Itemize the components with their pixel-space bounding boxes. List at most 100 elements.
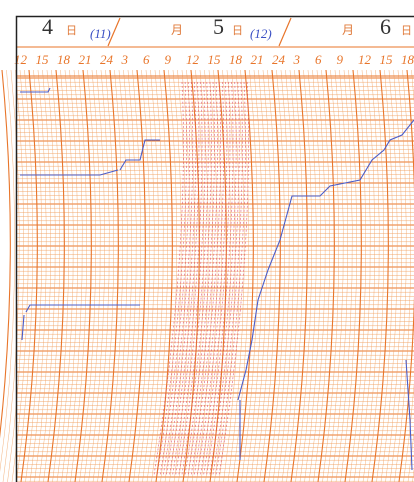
grid-arc [322, 69, 340, 482]
grid-arc [187, 69, 205, 482]
pen-trace-red [178, 81, 209, 476]
grid-arc [281, 69, 299, 482]
grid-arc [290, 69, 308, 482]
grid-arc [308, 69, 326, 482]
hour-tick-label: 18 [57, 52, 71, 67]
pen-trace-red [190, 81, 221, 476]
grid-arc [299, 69, 317, 482]
hour-tick-label: 15 [36, 52, 50, 67]
grid-arc [250, 69, 268, 482]
grid-arc [16, 69, 34, 482]
grid-arc [245, 69, 263, 482]
day-4-label: 4 [42, 14, 53, 39]
pen-trace-blue [237, 119, 414, 401]
pen-trace-red [175, 81, 206, 476]
grid-arc [353, 69, 371, 482]
grid-arc [209, 69, 227, 482]
day-separator [107, 17, 121, 47]
pen-trace-red [169, 81, 200, 476]
pen-trace-red [212, 81, 243, 476]
pen-trace-red [200, 81, 231, 476]
grid-arc [97, 69, 115, 482]
grid-arc [376, 69, 394, 482]
day-4-unit: 日 [66, 25, 77, 37]
day-6-unit: 日 [401, 25, 412, 37]
pen-trace-red [162, 81, 194, 476]
grid-arc [47, 69, 65, 482]
grid-arc [74, 69, 92, 482]
hour-tick-label: 9 [337, 52, 344, 67]
grid-arc [20, 69, 38, 482]
hour-tick-label: 21 [251, 52, 264, 67]
grid-arc [254, 69, 272, 482]
grid-arc [394, 69, 412, 482]
day-5-unit: 日 [232, 25, 243, 37]
grid-arc [38, 69, 56, 482]
grid-arc [61, 69, 79, 482]
pen-trace-red [209, 81, 240, 476]
day-5-note: (12) [250, 26, 272, 41]
grid-arc [101, 69, 119, 482]
grid-arc [115, 69, 133, 482]
grid-arc [83, 69, 101, 482]
grid-arc [160, 69, 178, 482]
grid-arc [11, 69, 29, 482]
grid-arc [236, 69, 254, 482]
grid-arc [146, 69, 164, 482]
hour-tick-label: 6 [315, 52, 322, 67]
grid-arc [169, 69, 187, 482]
grid-arc [2, 69, 20, 482]
grid-arc [331, 69, 349, 482]
grid-arc [43, 69, 61, 482]
hour-tick-label: 3 [293, 52, 301, 67]
grid-arc [317, 69, 335, 482]
grid-arc [142, 69, 160, 482]
grid-arc [277, 69, 295, 482]
grid-arc [137, 69, 155, 482]
pen-trace-red [156, 81, 187, 476]
pen-trace-red [187, 81, 218, 476]
grid-arc [70, 69, 88, 482]
day-6-label: 6 [380, 14, 391, 39]
grid-arc [0, 69, 11, 439]
pen-trace-red [218, 81, 249, 476]
pen-trace-blue [25, 304, 140, 313]
chart-header: 4 日 (11) 月 5 日 (12) 月 6 日 [42, 14, 412, 41]
pen-trace-red [159, 81, 190, 476]
pen-trace-red [203, 81, 234, 476]
grid-arc [313, 69, 331, 482]
grid-arc [92, 69, 110, 482]
pen-trace-blue [20, 169, 119, 176]
pen-trace-blue [405, 359, 413, 471]
grid-arc [358, 69, 376, 482]
grid-arc [227, 69, 245, 482]
grid-arc [124, 69, 142, 482]
pen-trace-red [166, 81, 197, 476]
day-4-note: (11) [90, 26, 111, 41]
pen-trace-red [215, 81, 246, 476]
hour-tick-label: 3 [121, 52, 129, 67]
pen-trace-red [172, 81, 203, 476]
header-band [17, 17, 414, 47]
grid-arc [34, 69, 52, 482]
grid-arc [56, 69, 74, 482]
grid-arc [344, 69, 362, 482]
pen-trace-red [184, 81, 215, 476]
grid-arc [263, 69, 281, 482]
grid-arc [340, 69, 358, 482]
month-5-unit: 月 [171, 23, 183, 37]
pen-trace-red [193, 81, 225, 476]
grid-arc [380, 69, 398, 482]
grid-arc [25, 69, 43, 482]
grid-arc [362, 69, 380, 482]
grid-arc [196, 69, 214, 482]
grid-arc [268, 69, 286, 482]
chart-grid [0, 17, 414, 482]
pen-trace-red [197, 81, 228, 476]
hour-tick-label: 24 [100, 52, 114, 67]
pen-trace-red [206, 81, 237, 476]
pen-trace-blue [20, 87, 51, 93]
hour-tick-label: 12 [14, 52, 28, 67]
hour-tick-label: 12 [358, 52, 372, 67]
